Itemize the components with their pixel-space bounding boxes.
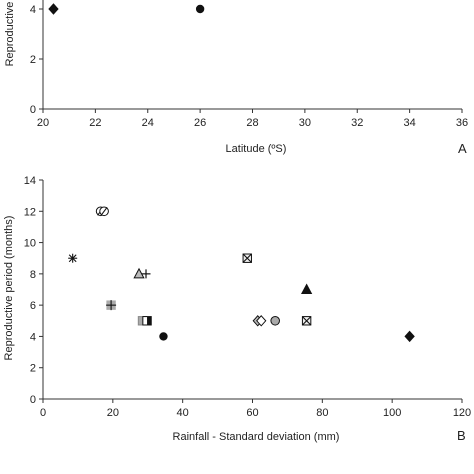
panel-a-y-axis-title: Reproductive <box>4 2 16 67</box>
panel-b-x-tick-label: 100 <box>383 407 401 419</box>
panel-b-chart: B Rainfall - Standard deviation (mm) Rep… <box>3 175 471 443</box>
panel-b-data-point <box>133 267 145 279</box>
panel-b-y-tick-label: 6 <box>30 300 36 312</box>
panel-b-data-point <box>99 206 109 217</box>
panel-b-x-axis-title: Rainfall - Standard deviation (mm) <box>173 431 340 443</box>
panel-a-x-tick-label: 36 <box>456 117 468 129</box>
panel-a-x-tick-label: 26 <box>194 117 206 129</box>
panel-b-y-axis-title: Reproductive period (months) <box>3 216 15 361</box>
panel-b-data-point <box>159 332 168 341</box>
panel-b-x-tick-label: 20 <box>107 407 119 419</box>
panel-b-data-point <box>141 269 151 279</box>
panel-b-y-tick-label: 0 <box>30 394 36 406</box>
panel-b-letter: B <box>457 428 466 443</box>
panel-b-data-point <box>404 330 415 343</box>
panel-b-data-point <box>300 283 313 294</box>
panel-b-data-point <box>301 316 312 326</box>
panel-a-x-tick-label: 20 <box>37 117 49 129</box>
panel-b-x-tick-label: 80 <box>316 407 328 419</box>
panel-b-y-tick-label: 8 <box>30 269 36 281</box>
panel-b-x-tick-label: 0 <box>40 407 46 419</box>
panel-b-y-tick-label: 2 <box>30 363 36 375</box>
panel-a-chart: A Latitude (ºS) Reproductive 20 22 24 26 28 3… <box>4 0 468 156</box>
panel-a-x-tick-label: 30 <box>299 117 311 129</box>
panel-a-x-axis-title: Latitude (ºS) <box>226 143 287 155</box>
panel-a-y-tick-label: 0 <box>30 104 36 116</box>
panel-a-data-point <box>195 4 205 14</box>
panel-b-y-tick-label: 4 <box>30 331 36 343</box>
panel-b-data-point <box>270 315 280 326</box>
panel-a-x-tick-label: 34 <box>404 117 416 129</box>
panel-b-y-tick-label: 12 <box>24 206 36 218</box>
panel-b-data-point <box>142 316 152 326</box>
panel-b-x-tick-label: 60 <box>246 407 258 419</box>
panel-a-y-tick-label: 4 <box>30 4 36 16</box>
panel-a-letter: A <box>458 141 467 156</box>
panel-b-data-point <box>256 315 267 327</box>
panel-b-x-tick-label: 40 <box>177 407 189 419</box>
panel-a-data-point <box>48 3 59 15</box>
panel-a-x-tick-label: 28 <box>246 117 258 129</box>
panel-b-data-point <box>106 300 117 311</box>
panel-b-data-point <box>242 253 252 263</box>
panel-b-data-point <box>68 253 78 263</box>
panel-a-x-tick-label: 32 <box>351 117 363 129</box>
panel-a-x-tick-label: 22 <box>89 117 101 129</box>
panel-a-y-tick-label: 2 <box>30 54 36 66</box>
panel-a-x-tick-label: 24 <box>142 117 154 129</box>
panel-b-y-tick-label: 14 <box>24 175 36 187</box>
panel-b-y-tick-label: 10 <box>24 238 36 250</box>
panel-b-x-tick-label: 120 <box>453 407 471 419</box>
